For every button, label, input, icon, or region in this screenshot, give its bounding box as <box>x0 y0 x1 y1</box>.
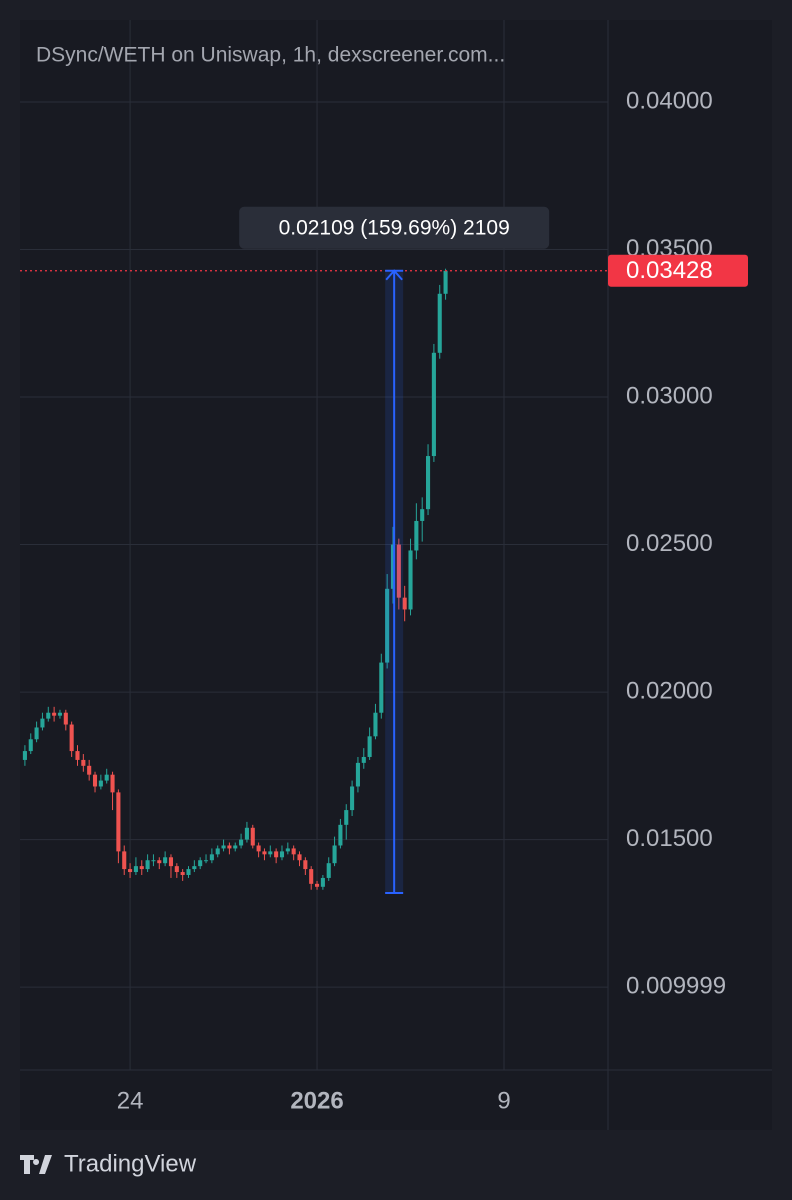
candle-body <box>291 848 296 855</box>
candle-body <box>373 712 378 737</box>
candle-body <box>314 883 320 887</box>
measure-arrow <box>385 269 403 281</box>
candle-body <box>92 774 98 787</box>
candle-body <box>157 860 162 864</box>
candle-body <box>443 270 448 294</box>
candle-body <box>40 718 45 728</box>
candle-body <box>180 872 185 875</box>
candle-body <box>46 712 51 719</box>
candle-body <box>104 774 109 781</box>
x-tick-label: 2026 <box>290 1087 343 1114</box>
candle-body <box>385 588 390 663</box>
candle-body <box>379 662 384 713</box>
candle-body <box>396 544 401 598</box>
candle-body <box>268 851 273 855</box>
candle-body <box>390 544 396 589</box>
candle-body <box>22 751 27 760</box>
candle-body <box>227 845 232 849</box>
candle-body <box>110 774 115 793</box>
candle-body <box>320 877 325 887</box>
candle-body <box>168 857 174 867</box>
candle-body <box>57 712 63 716</box>
candle-body <box>350 786 355 811</box>
candle-body <box>367 736 372 757</box>
last-price-tag <box>608 254 748 287</box>
y-tick-label: 0.02000 <box>626 677 713 704</box>
candle-body <box>81 759 86 766</box>
candle-body <box>133 866 138 873</box>
candle-body <box>274 851 279 858</box>
candle-body <box>355 762 360 787</box>
candle-body <box>256 845 261 852</box>
candle-body <box>192 866 197 870</box>
candle-body <box>344 810 349 825</box>
candle-body <box>139 866 144 870</box>
candle-body <box>34 727 39 740</box>
candle-body <box>309 869 314 884</box>
candle-body <box>145 860 150 870</box>
candle-body <box>151 860 156 862</box>
candle-body <box>326 863 331 878</box>
candle-body <box>98 780 103 787</box>
candle-body <box>250 827 255 846</box>
x-tick-label: 9 <box>497 1087 510 1114</box>
x-tick-label: 24 <box>117 1087 144 1114</box>
chart-pane <box>20 20 772 1130</box>
candle-body <box>408 550 413 610</box>
candle-body <box>128 869 133 873</box>
chart-title: DSync/WETH on Uniswap, 1h, dexscreener.c… <box>36 44 505 67</box>
y-tick-label: 0.009999 <box>626 972 726 999</box>
candle-body <box>437 293 442 353</box>
candle-body <box>279 851 285 858</box>
measure-label: 0.02109 (159.69%) 2109 <box>279 216 510 239</box>
candle-body <box>221 845 226 849</box>
candle-body <box>426 456 431 510</box>
candle-body <box>361 756 366 763</box>
y-tick-label: 0.04000 <box>626 87 713 114</box>
brand-logo <box>20 1155 52 1174</box>
candle-body <box>332 845 337 864</box>
candle-body <box>198 860 203 867</box>
candle-body <box>215 848 220 855</box>
candle-body <box>116 792 121 852</box>
candle-body <box>163 857 168 864</box>
candle-body <box>244 827 249 840</box>
candle-body <box>122 851 127 870</box>
candle-body <box>414 520 419 551</box>
candle-body <box>209 854 214 861</box>
plot: 0.040000.035000.030000.025000.020000.015… <box>20 20 726 1114</box>
candle-body <box>431 352 436 457</box>
y-tick-label: 0.02500 <box>626 530 713 557</box>
candle-body <box>52 712 57 716</box>
candle-body <box>87 765 92 775</box>
candle-body <box>285 848 290 852</box>
candle-body <box>338 824 343 846</box>
measure-tooltip <box>239 206 550 249</box>
candle-body <box>303 860 308 870</box>
candle-body <box>203 860 209 862</box>
last-price-label: 0.03428 <box>626 257 713 284</box>
candle-body <box>239 839 244 846</box>
candle-body <box>420 509 425 521</box>
y-tick-label: 0.03000 <box>626 382 713 409</box>
candle-body <box>69 724 74 752</box>
candle-body <box>63 712 68 725</box>
brand-name: TradingView <box>64 1150 197 1177</box>
candle-body <box>186 869 191 875</box>
y-tick-label: 0.01500 <box>626 825 713 852</box>
candle-body <box>75 751 80 760</box>
candle-body <box>28 739 33 752</box>
candle-body <box>297 854 302 861</box>
candle-body <box>262 851 267 855</box>
logo-mark <box>20 1155 52 1174</box>
candle-body <box>233 845 238 849</box>
candle-body <box>174 866 179 873</box>
candle-body <box>402 597 407 610</box>
